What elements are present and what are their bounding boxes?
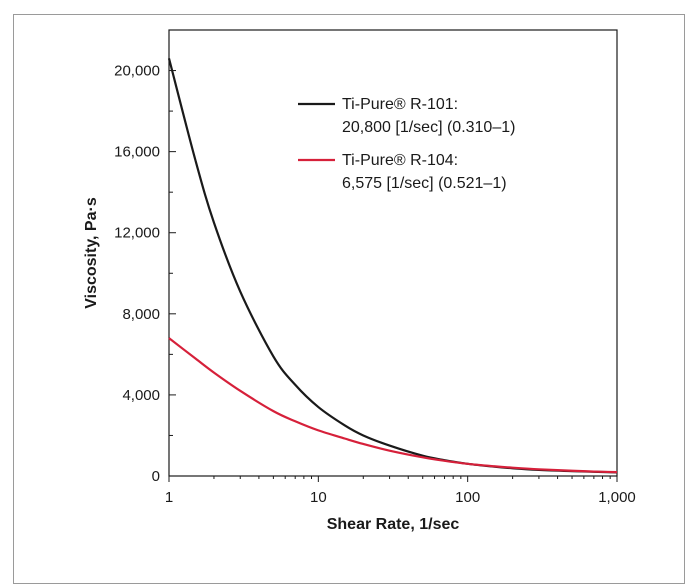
axes — [168, 29, 618, 477]
legend: Ti-Pure® R-101: 20,800 [1/sec] (0.310–1) T… — [298, 96, 515, 192]
x-tick-label: 1 — [165, 489, 173, 506]
y-tick-label: 12,000 — [114, 225, 160, 242]
x-tick-label: 10 — [310, 489, 327, 506]
y-tick-label: 16,000 — [114, 144, 160, 161]
series-line — [168, 337, 618, 474]
viscosity-chart: 0 4,000 8,000 12,000 16,000 20,000 1 10 100 1,000… — [83, 29, 636, 533]
curves — [167, 58, 618, 474]
y-axis-title: Viscosity, Pa·s — [83, 197, 100, 309]
legend-label: Ti-Pure® R-104: — [342, 152, 458, 169]
y-tick-label: 0 — [152, 468, 160, 485]
legend-detail: 6,575 [1/sec] (0.521–1) — [342, 175, 507, 192]
x-axis-title: Shear Rate, 1/sec — [327, 516, 460, 533]
y-tick-label: 20,000 — [114, 63, 160, 80]
y-tick-label: 4,000 — [122, 387, 160, 404]
ticks: 0 4,000 8,000 12,000 16,000 20,000 1 10 100 1,000 — [114, 63, 636, 506]
legend-label: Ti-Pure® R-101: — [342, 96, 458, 113]
plot-area — [168, 29, 618, 477]
legend-detail: 20,800 [1/sec] (0.310–1) — [342, 119, 515, 136]
x-tick-label: 1,000 — [598, 489, 636, 506]
x-tick-label: 100 — [455, 489, 480, 506]
y-tick-label: 8,000 — [122, 306, 160, 323]
